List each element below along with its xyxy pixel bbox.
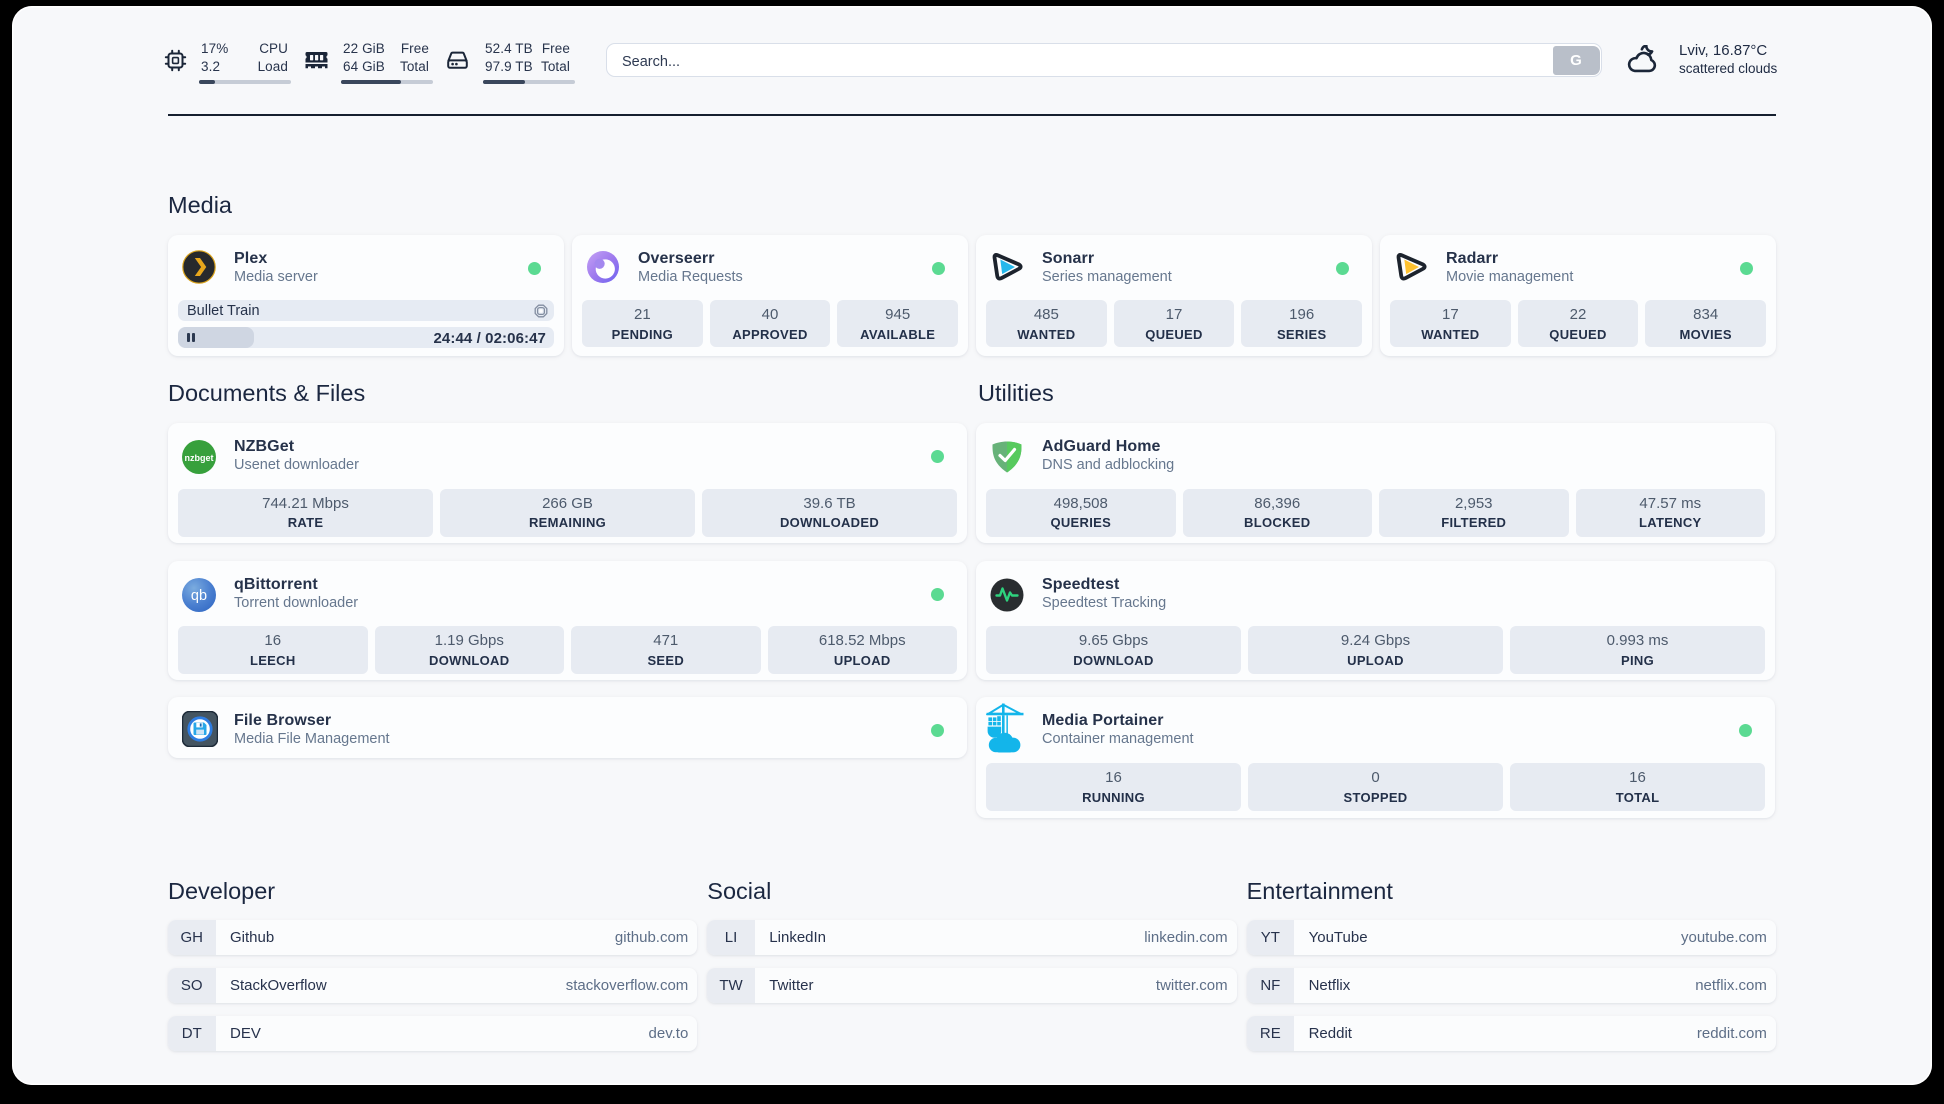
svg-text:nzbget: nzbget (185, 453, 214, 463)
svg-text:qb: qb (191, 588, 207, 604)
